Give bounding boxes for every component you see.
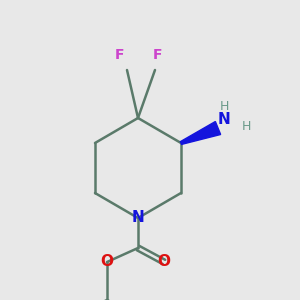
Text: F: F [153,48,163,62]
Text: F: F [115,48,125,62]
Text: H: H [241,119,251,133]
Text: N: N [218,112,230,128]
Text: H: H [219,100,229,112]
Text: O: O [100,254,113,269]
Text: N: N [132,211,144,226]
Polygon shape [180,122,220,144]
Text: O: O [158,254,170,269]
